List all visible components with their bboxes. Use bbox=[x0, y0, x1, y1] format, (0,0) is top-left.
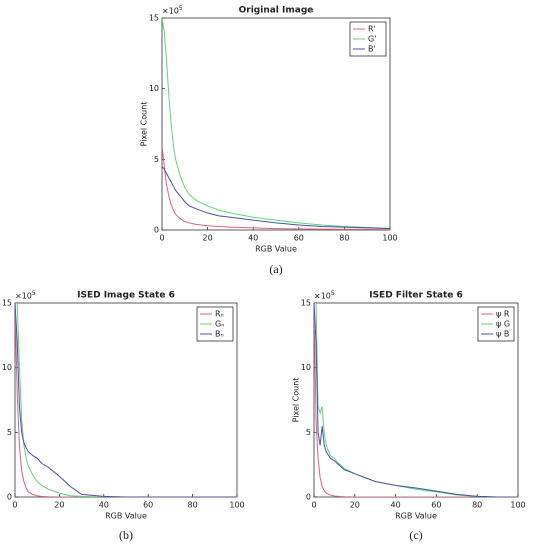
exponent: ×105 bbox=[15, 290, 36, 301]
caption: (a) bbox=[269, 262, 282, 276]
series-line bbox=[162, 166, 390, 230]
x-tick-label: 60 bbox=[143, 501, 153, 510]
caption: (c) bbox=[409, 528, 422, 542]
y-tick-label: 15 bbox=[301, 299, 311, 308]
x-tick-label: 40 bbox=[248, 234, 258, 243]
y-tick-label: 15 bbox=[149, 14, 159, 23]
y-tick-label: 15 bbox=[2, 299, 12, 308]
legend-label: ψ B bbox=[496, 330, 509, 339]
y-axis-label: Pixel Count bbox=[292, 378, 301, 423]
y-tick-label: 10 bbox=[2, 363, 12, 372]
exponent-power: 5 bbox=[32, 290, 36, 297]
x-tick-label: 20 bbox=[350, 501, 360, 510]
x-tick-label: 60 bbox=[431, 501, 441, 510]
x-tick-label: 100 bbox=[510, 501, 525, 510]
y-tick-label: 5 bbox=[306, 428, 311, 437]
exponent-power: 5 bbox=[331, 290, 335, 297]
x-tick-label: 0 bbox=[311, 501, 316, 510]
exponent: ×105 bbox=[314, 290, 335, 301]
x-axis-label: RGB Value bbox=[105, 512, 147, 521]
x-tick-label: 80 bbox=[472, 501, 482, 510]
legend-label: Bₙ bbox=[215, 330, 224, 339]
legend-label: Gₙ bbox=[215, 320, 224, 329]
x-tick-label: 80 bbox=[188, 501, 198, 510]
x-tick-label: 0 bbox=[159, 234, 164, 243]
series-line bbox=[314, 303, 518, 497]
x-tick-label: 20 bbox=[203, 234, 213, 243]
exponent-power: 5 bbox=[179, 5, 183, 12]
legend-label: B' bbox=[368, 45, 376, 54]
series-line bbox=[15, 303, 237, 497]
chart-title: Original Image bbox=[239, 6, 314, 16]
x-tick-label: 60 bbox=[294, 234, 304, 243]
x-tick-label: 40 bbox=[391, 501, 401, 510]
x-tick-label: 100 bbox=[382, 234, 397, 243]
legend-label: ψ R bbox=[496, 310, 510, 319]
y-tick-label: 5 bbox=[7, 428, 12, 437]
chart-title: ISED Image State 6 bbox=[77, 291, 175, 301]
exponent: ×105 bbox=[162, 5, 183, 16]
caption: (b) bbox=[119, 528, 133, 542]
legend-label: ψ G bbox=[496, 320, 510, 329]
x-tick-label: 20 bbox=[54, 501, 64, 510]
x-tick-label: 0 bbox=[12, 501, 17, 510]
plot-area bbox=[161, 17, 391, 231]
x-tick-label: 100 bbox=[229, 501, 244, 510]
plot-area bbox=[14, 302, 238, 498]
legend-label: Rₙ bbox=[215, 310, 224, 319]
series-line bbox=[314, 303, 518, 497]
x-tick-label: 40 bbox=[99, 501, 109, 510]
series-line bbox=[162, 18, 390, 229]
series-line bbox=[15, 303, 237, 497]
y-axis-label: Pixel Count bbox=[140, 102, 149, 147]
legend-box bbox=[196, 306, 234, 342]
series-line bbox=[162, 145, 390, 230]
x-axis-label: RGB Value bbox=[395, 512, 437, 521]
y-tick-label: 5 bbox=[154, 155, 159, 164]
y-tick-label: 10 bbox=[301, 363, 311, 372]
legend-label: G' bbox=[368, 35, 376, 44]
chart-title: ISED Filter State 6 bbox=[369, 291, 463, 301]
y-tick-label: 0 bbox=[154, 226, 159, 235]
legend-box bbox=[477, 306, 515, 342]
x-tick-label: 80 bbox=[339, 234, 349, 243]
series-line bbox=[15, 303, 237, 497]
legend-box bbox=[349, 21, 387, 57]
y-tick-label: 0 bbox=[7, 493, 12, 502]
y-axis-label: Pixel Count bbox=[0, 378, 2, 423]
series-line bbox=[314, 303, 518, 497]
y-tick-label: 10 bbox=[149, 84, 159, 93]
y-tick-label: 0 bbox=[306, 493, 311, 502]
legend-label: R' bbox=[368, 25, 376, 34]
x-axis-label: RGB Value bbox=[255, 245, 297, 254]
